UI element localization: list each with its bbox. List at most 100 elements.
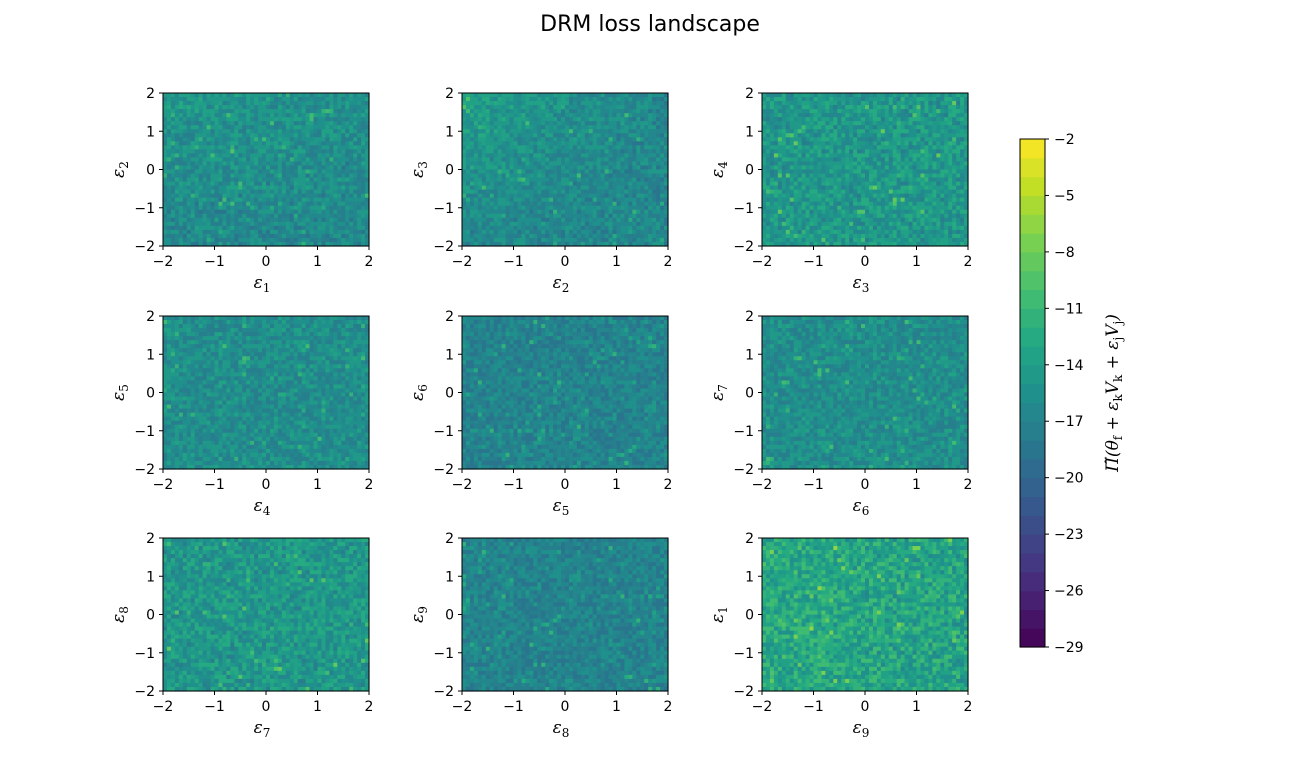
heatmap-cell: [365, 97, 370, 102]
heatmap-cell: [841, 121, 846, 126]
heatmap-cell: [505, 117, 511, 122]
heatmap-cell: [353, 109, 358, 114]
heatmap-cell: [465, 117, 471, 122]
heatmap-cell: [234, 97, 239, 102]
heatmap-cell: [513, 185, 519, 191]
heatmap-cell: [497, 137, 503, 142]
heatmap-cell: [262, 229, 267, 235]
heatmap-cell: [924, 117, 929, 122]
heatmap-cell: [624, 97, 629, 102]
heatmap-cell: [652, 129, 657, 134]
heatmap-cell: [584, 125, 590, 130]
heatmap-cell: [612, 173, 618, 179]
heatmap-cell: [545, 153, 550, 159]
heatmap-cell: [361, 237, 366, 243]
heatmap-cell: [194, 145, 200, 150]
heatmap-cell: [880, 121, 886, 126]
x-tick-label: −1: [503, 254, 524, 270]
heatmap-cell: [493, 169, 499, 175]
heatmap-cell: [198, 205, 204, 211]
heatmap-cell: [584, 221, 590, 227]
heatmap-cell: [793, 161, 799, 167]
heatmap-cell: [584, 205, 590, 211]
heatmap-cell: [477, 241, 483, 247]
heatmap-cell: [273, 93, 279, 98]
heatmap-cell: [517, 133, 523, 138]
heatmap-cell: [481, 105, 487, 110]
heatmap-cell: [789, 117, 795, 122]
heatmap-cell: [841, 165, 846, 171]
heatmap-cell: [561, 205, 566, 211]
heatmap-cell: [773, 121, 779, 126]
heatmap-cell: [640, 189, 645, 195]
heatmap-cell: [462, 101, 467, 106]
heatmap-cell: [178, 185, 184, 191]
heatmap-cell: [301, 93, 307, 98]
heatmap-cell: [505, 233, 511, 239]
heatmap-cell: [273, 113, 279, 118]
heatmap-cell: [345, 153, 350, 159]
heatmap-cell: [644, 153, 649, 159]
heatmap-cell: [325, 121, 330, 126]
heatmap-cell: [620, 105, 626, 110]
heatmap-cell: [254, 157, 259, 163]
heatmap-cell: [309, 181, 315, 187]
heatmap-cell: [273, 157, 279, 163]
heatmap-cell: [281, 125, 287, 130]
heatmap-cell: [624, 121, 629, 126]
heatmap-cell: [301, 165, 307, 171]
heatmap-cell: [565, 189, 570, 195]
heatmap-cell: [521, 121, 526, 126]
heatmap-cell: [341, 225, 346, 231]
heatmap-cell: [349, 133, 354, 138]
heatmap-cell: [932, 165, 937, 171]
heatmap-cell: [178, 193, 184, 199]
heatmap-cell: [493, 185, 499, 191]
heatmap-cell: [226, 201, 231, 207]
heatmap-cell: [576, 189, 582, 195]
heatmap-cell: [620, 197, 626, 203]
heatmap-cell: [317, 169, 323, 175]
heatmap-cell: [309, 229, 315, 235]
heatmap-cell: [553, 133, 558, 138]
heatmap-cell: [841, 157, 846, 163]
heatmap-cell: [337, 165, 342, 171]
heatmap-cell: [545, 117, 550, 122]
heatmap-cell: [833, 153, 838, 159]
heatmap-cell: [262, 157, 267, 163]
heatmap-cell: [361, 241, 366, 247]
heatmap-cell: [473, 149, 479, 154]
heatmap-cell: [281, 121, 287, 126]
heatmap-cell: [509, 157, 515, 163]
heatmap-cell: [565, 141, 570, 146]
heatmap-cell: [660, 149, 665, 154]
heatmap-cell: [797, 109, 803, 114]
heatmap-cell: [648, 137, 653, 142]
heatmap-cell: [493, 237, 499, 243]
heatmap-cell: [341, 129, 346, 134]
heatmap-cell: [489, 105, 495, 110]
heatmap-cell: [920, 133, 926, 138]
heatmap-cell: [509, 97, 515, 102]
heatmap-cell: [285, 189, 291, 195]
heatmap-cell: [285, 121, 291, 126]
heatmap-cell: [660, 141, 665, 146]
heatmap-cell: [616, 197, 622, 203]
heatmap-cell: [485, 209, 491, 215]
heatmap-cell: [517, 145, 523, 150]
heatmap-cell: [357, 181, 362, 187]
heatmap-cell: [469, 237, 475, 243]
heatmap-cell: [960, 145, 965, 150]
heatmap-cell: [361, 209, 366, 215]
heatmap-cell: [218, 193, 224, 199]
heatmap-cell: [329, 109, 334, 114]
heatmap-cell: [230, 153, 235, 159]
heatmap-cell: [568, 189, 574, 195]
heatmap-cell: [880, 157, 886, 163]
heatmap-cell: [206, 201, 212, 207]
heatmap-cell: [242, 121, 247, 126]
heatmap-cell: [210, 237, 216, 243]
heatmap-cell: [596, 109, 602, 114]
heatmap-cell: [361, 181, 366, 187]
heatmap-cell: [888, 161, 894, 167]
